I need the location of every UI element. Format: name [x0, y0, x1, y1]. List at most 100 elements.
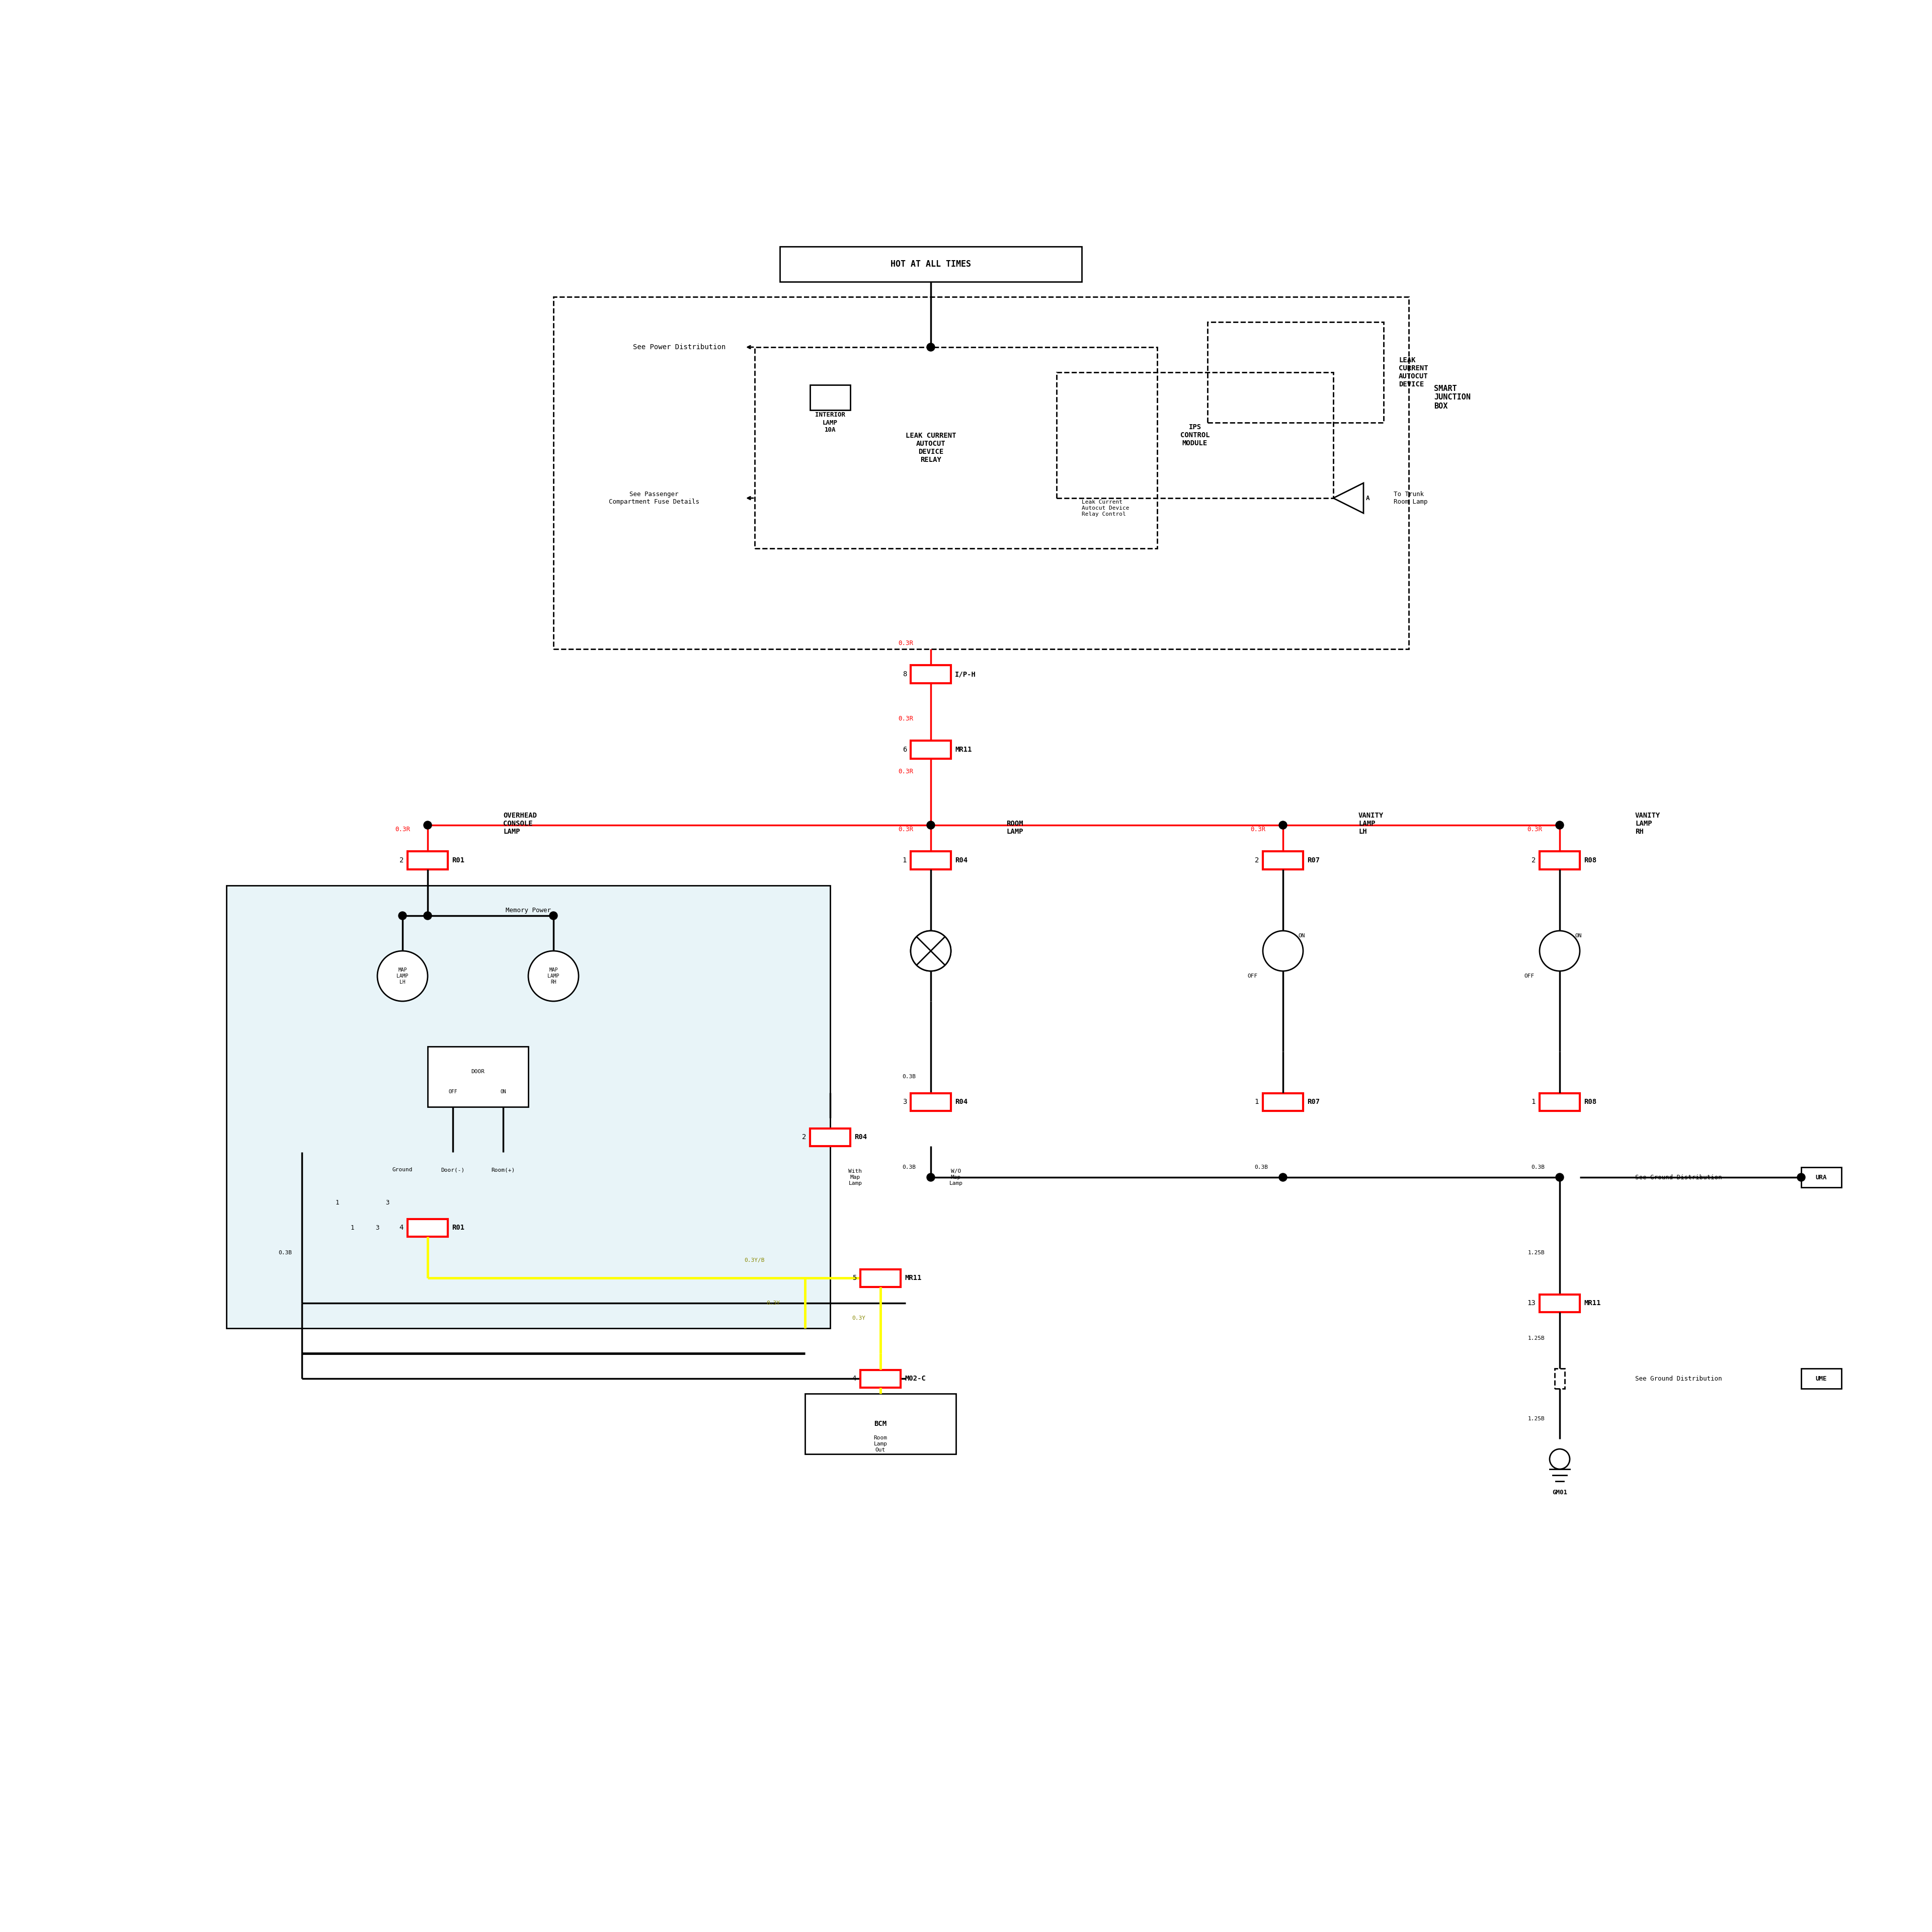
- Bar: [1540, 852, 1580, 869]
- Text: 3: 3: [386, 1200, 388, 1206]
- Text: 0.3Y/B: 0.3Y/B: [744, 1258, 765, 1264]
- Text: W/O
Map
Lamp: W/O Map Lamp: [949, 1169, 962, 1186]
- Text: Ground: Ground: [392, 1167, 413, 1173]
- Text: 0.3R: 0.3R: [898, 639, 914, 647]
- Text: 0.3R: 0.3R: [898, 769, 914, 775]
- Text: BCM: BCM: [873, 1420, 887, 1428]
- Text: IPS
CONTROL
MODULE: IPS CONTROL MODULE: [1180, 423, 1209, 446]
- Text: 8: 8: [902, 670, 906, 678]
- Text: Leak Current
Autocut Device
Relay Control: Leak Current Autocut Device Relay Contro…: [1082, 500, 1130, 516]
- Text: 0.3B: 0.3B: [902, 1165, 916, 1169]
- Bar: [1264, 852, 1302, 869]
- Bar: [1208, 323, 1383, 423]
- Text: 2: 2: [400, 856, 404, 864]
- Bar: [553, 298, 1408, 649]
- Text: 3: 3: [375, 1225, 379, 1231]
- Circle shape: [377, 951, 427, 1001]
- Text: 1: 1: [1532, 1097, 1536, 1105]
- Text: MAP
LAMP
RH: MAP LAMP RH: [547, 968, 560, 985]
- Bar: [755, 348, 1157, 549]
- Circle shape: [927, 344, 935, 352]
- Circle shape: [910, 931, 951, 972]
- Text: LEAK CURRENT
AUTOCUT
DEVICE
RELAY: LEAK CURRENT AUTOCUT DEVICE RELAY: [906, 433, 956, 464]
- Text: 5: 5: [852, 1275, 856, 1281]
- Text: To Trunk
Room Lamp: To Trunk Room Lamp: [1393, 491, 1428, 504]
- Text: 2: 2: [1254, 856, 1260, 864]
- Text: R04: R04: [954, 1097, 968, 1105]
- Text: Room(+): Room(+): [491, 1167, 516, 1173]
- Text: I/P-H: I/P-H: [954, 670, 976, 678]
- Circle shape: [1549, 1449, 1569, 1468]
- Text: See Passenger
Compartment Fuse Details: See Passenger Compartment Fuse Details: [609, 491, 699, 504]
- Text: R07: R07: [1308, 856, 1320, 864]
- Text: 4: 4: [400, 1225, 404, 1231]
- Circle shape: [549, 912, 558, 920]
- Circle shape: [910, 931, 951, 972]
- Text: R04: R04: [854, 1134, 867, 1140]
- Bar: [1540, 1094, 1580, 1111]
- Text: 0.3B: 0.3B: [1530, 1165, 1544, 1169]
- Text: SMART
JUNCTION
BOX: SMART JUNCTION BOX: [1434, 384, 1470, 410]
- Text: OFF: OFF: [1248, 974, 1258, 980]
- Bar: [860, 1269, 900, 1287]
- Text: 1.25B: 1.25B: [1528, 1250, 1544, 1256]
- Text: 0.3Y: 0.3Y: [767, 1300, 781, 1306]
- Circle shape: [1540, 931, 1580, 972]
- Circle shape: [1264, 931, 1302, 972]
- Bar: [1264, 1094, 1302, 1111]
- Text: LEAK
CURRENT
AUTOCUT
DEVICE: LEAK CURRENT AUTOCUT DEVICE: [1399, 357, 1428, 388]
- Text: OFF: OFF: [1524, 974, 1534, 980]
- Text: 0.3R: 0.3R: [1526, 827, 1542, 833]
- Text: See Power Distribution: See Power Distribution: [634, 344, 726, 352]
- Text: 1: 1: [902, 856, 906, 864]
- Text: R01: R01: [452, 856, 464, 864]
- Bar: [1540, 1294, 1580, 1312]
- Text: 0.3B: 0.3B: [902, 1074, 916, 1080]
- Text: Room
Lamp
Out: Room Lamp Out: [873, 1435, 887, 1453]
- Text: GM01: GM01: [1551, 1490, 1567, 1495]
- Bar: [806, 1393, 956, 1455]
- Text: With
Map
Lamp: With Map Lamp: [848, 1169, 862, 1186]
- Bar: [427, 1047, 527, 1107]
- Text: 2: 2: [1532, 856, 1536, 864]
- Bar: [910, 852, 951, 869]
- Text: 0.3B: 0.3B: [278, 1250, 292, 1256]
- Bar: [781, 247, 1082, 282]
- Text: 0.3R: 0.3R: [898, 715, 914, 723]
- Text: UME: UME: [1816, 1376, 1828, 1381]
- Text: 1.25B: 1.25B: [1528, 1416, 1544, 1422]
- Circle shape: [1555, 1173, 1563, 1180]
- Text: ON: ON: [500, 1090, 506, 1094]
- Text: 3: 3: [902, 1097, 906, 1105]
- Text: ON: ON: [1298, 933, 1304, 939]
- Text: 2: 2: [802, 1134, 806, 1140]
- Text: 6: 6: [902, 746, 906, 753]
- Bar: [408, 852, 448, 869]
- Text: VANITY
LAMP
LH: VANITY LAMP LH: [1358, 811, 1383, 835]
- Bar: [1801, 1368, 1841, 1389]
- Text: MR11: MR11: [904, 1275, 922, 1281]
- Bar: [860, 1370, 900, 1387]
- Text: OVERHEAD
CONSOLE
LAMP: OVERHEAD CONSOLE LAMP: [502, 811, 537, 835]
- Text: DOOR: DOOR: [471, 1068, 485, 1074]
- Circle shape: [527, 951, 578, 1001]
- Circle shape: [1279, 1173, 1287, 1180]
- Bar: [810, 1128, 850, 1146]
- Text: 1: 1: [336, 1200, 338, 1206]
- Text: 1: 1: [350, 1225, 354, 1231]
- Circle shape: [927, 1173, 935, 1180]
- Circle shape: [398, 912, 406, 920]
- Text: VANITY
LAMP
RH: VANITY LAMP RH: [1634, 811, 1660, 835]
- Text: Memory Power: Memory Power: [506, 908, 551, 914]
- Bar: [1801, 1167, 1841, 1188]
- Bar: [910, 740, 951, 759]
- Text: INTERIOR
LAMP
10A: INTERIOR LAMP 10A: [815, 412, 846, 433]
- Bar: [910, 665, 951, 684]
- Bar: [1057, 373, 1333, 498]
- Circle shape: [1555, 821, 1563, 829]
- Text: 13: 13: [1526, 1300, 1536, 1306]
- Bar: [910, 1094, 951, 1111]
- Text: R08: R08: [1584, 1097, 1596, 1105]
- Circle shape: [423, 912, 431, 920]
- Text: See Ground Distribution: See Ground Distribution: [1634, 1175, 1721, 1180]
